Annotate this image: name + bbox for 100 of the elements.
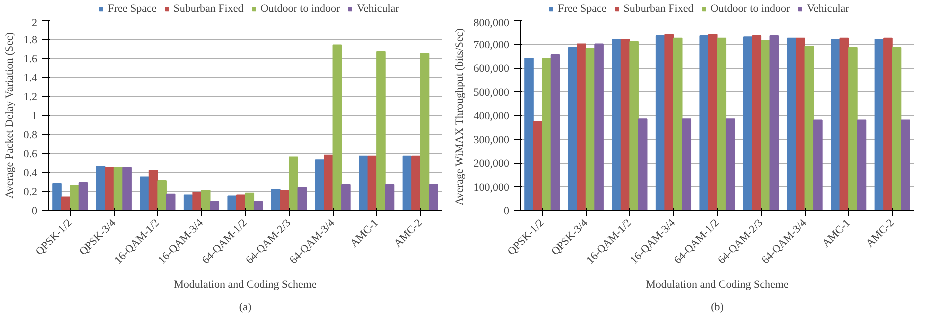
text: (b) (711, 302, 724, 314)
y-axis-title: Average WiMAX Throughput (bits/Sec) (454, 28, 466, 206)
y-tick-label: 200,000 (474, 158, 510, 170)
y-tick-label: 1.8 (24, 34, 38, 46)
bar (787, 38, 797, 210)
bar (630, 41, 639, 210)
bar (857, 120, 867, 210)
bar (148, 170, 158, 210)
bar (620, 39, 630, 210)
bar (359, 156, 368, 210)
bar (752, 35, 762, 210)
legend-label: Outdoor to indoor (260, 3, 340, 15)
bar (192, 192, 202, 210)
y-tick-label: 300,000 (474, 134, 510, 146)
bar (533, 120, 543, 210)
bar (332, 44, 342, 210)
y-tick-label: 0 (32, 206, 38, 218)
bar (874, 39, 884, 210)
x-axis-title: Modulation and Coding Scheme (174, 279, 317, 292)
bar (368, 156, 378, 210)
bar (271, 189, 281, 210)
y-tick-label: 400,000 (474, 110, 510, 122)
bar (770, 35, 780, 210)
y-tick-label: 0.8 (24, 130, 38, 142)
bar (342, 184, 351, 210)
bar (840, 38, 850, 210)
y-tick-label: 500,000 (474, 86, 510, 99)
legend-label: Free Space (108, 3, 157, 15)
y-tick-label: 100,000 (474, 182, 510, 194)
bar (542, 58, 552, 210)
bar (664, 34, 674, 210)
bar (245, 192, 255, 210)
bar (324, 154, 334, 210)
y-tick-label: 600,000 (474, 63, 510, 75)
bar (804, 46, 814, 210)
bar (288, 156, 298, 210)
bar (105, 167, 114, 210)
bar (682, 118, 692, 210)
bar (201, 190, 211, 210)
bar (280, 190, 290, 210)
text: (a) (239, 302, 252, 314)
y-tick-label: 0 (504, 206, 510, 218)
y-tick-label: 700,000 (474, 39, 510, 52)
bar (70, 185, 80, 210)
y-tick-label: 1.4 (24, 72, 38, 84)
bar (210, 201, 220, 210)
bar (796, 38, 806, 210)
bar (429, 184, 438, 210)
bar (61, 196, 71, 210)
bar (524, 58, 534, 210)
y-tick-label: 1.6 (24, 54, 38, 66)
bar (550, 54, 560, 210)
legend-label: Vehicular (807, 3, 850, 15)
y-tick-label: 800,000 (474, 18, 510, 30)
bar (577, 44, 586, 210)
bar (158, 180, 167, 210)
bar (315, 160, 325, 210)
y-tick-label: 2 (32, 18, 38, 30)
bar (594, 44, 604, 210)
bar (743, 36, 753, 210)
bar (673, 38, 683, 210)
y-tick-label: 1.2 (24, 92, 38, 104)
bar (78, 182, 88, 210)
bar (814, 120, 823, 210)
bar (298, 187, 308, 210)
bar (166, 194, 176, 210)
legend-label: Free Space (558, 3, 607, 15)
y-tick-label: 1 (32, 110, 38, 122)
legend-label: Vehicular (357, 3, 400, 15)
y-tick-label: 0.6 (24, 148, 38, 160)
bar (708, 34, 718, 210)
bar (122, 167, 132, 210)
y-tick-label: 0.4 (24, 168, 38, 180)
bar (656, 35, 666, 210)
bar (638, 118, 648, 210)
bar (140, 176, 150, 210)
bar (831, 39, 840, 210)
bar (96, 166, 106, 210)
y-tick-label: 0.2 (24, 186, 38, 198)
legend-label: Suburban Fixed (624, 3, 694, 15)
bar (760, 40, 770, 210)
bar (717, 38, 727, 210)
bar (402, 156, 412, 210)
bar (412, 156, 421, 210)
bar (901, 120, 910, 210)
x-axis-title: Modulation and Coding Scheme (646, 279, 789, 292)
bar (420, 53, 430, 210)
bar (376, 51, 386, 210)
bar (586, 48, 596, 210)
bar (726, 118, 736, 210)
bar (254, 201, 264, 210)
bar (612, 39, 622, 210)
bar (385, 184, 395, 210)
bar (228, 196, 238, 210)
bar (52, 183, 62, 210)
bar (568, 47, 578, 210)
y-axis-title: Average Packet Delay Variation (Sec) (4, 32, 16, 199)
bar (848, 47, 858, 210)
bar (892, 47, 902, 210)
legend-label: Suburban Fixed (174, 3, 244, 15)
